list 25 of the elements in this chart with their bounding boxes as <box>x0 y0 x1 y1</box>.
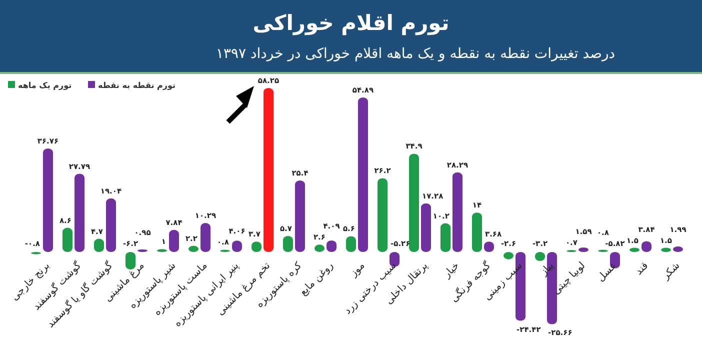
bar <box>264 88 274 252</box>
x-tick-label: قند <box>634 260 651 278</box>
x-tick-label: شکر <box>660 260 682 283</box>
x-tick-label: موز <box>348 260 368 280</box>
x-tick-label: پیاز <box>538 260 556 279</box>
legend-label: تورم یک ماهه <box>18 81 72 90</box>
chart-title: تورم اقلام خوراکی <box>252 11 450 36</box>
bar <box>74 174 84 252</box>
bar <box>62 228 72 252</box>
bar <box>409 154 419 252</box>
chart-subtitle: درصد تغییرات نقطه به نقطه و یک ماهه اقلام خوراکی در خرداد ۱۳۹۷ <box>216 46 615 62</box>
bar <box>452 172 462 252</box>
bar <box>295 180 305 252</box>
x-tick-label: عسل <box>595 260 620 284</box>
bar <box>43 148 53 252</box>
x-tick-label: خیار <box>441 260 462 281</box>
bar <box>169 230 179 252</box>
bar <box>472 212 482 252</box>
bar <box>378 178 388 252</box>
bar <box>106 198 116 252</box>
bar <box>200 223 210 252</box>
bar <box>358 97 368 252</box>
bar <box>421 203 431 252</box>
bar <box>440 223 450 252</box>
legend-label: تورم نقطه به نقطه <box>98 81 176 90</box>
